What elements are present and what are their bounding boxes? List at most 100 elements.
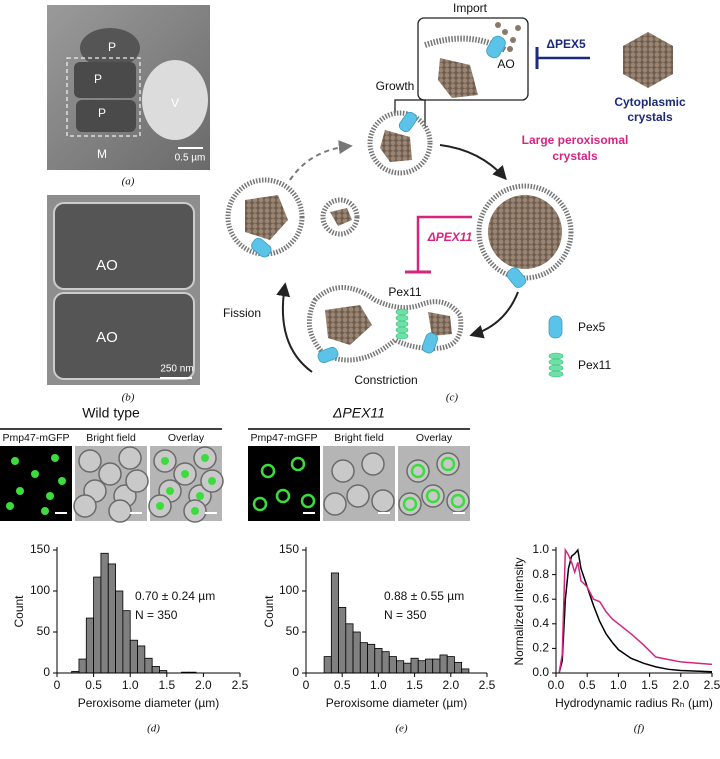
peroxisome (402, 496, 418, 512)
diagram-shapes (398, 111, 418, 133)
cell (371, 489, 395, 513)
peroxisome (450, 493, 466, 509)
diagram-shapes (623, 32, 673, 88)
diagram-label: crystals (627, 110, 673, 124)
legend-label: Pex11 (578, 358, 611, 372)
bar (454, 661, 463, 674)
chart: 0.0 0.2 0.4 0.6 0.8 1.0 0.0 0.5 1.0 1.5 2.0 2.5 Hydr… (512, 542, 720, 734)
peroxisome (196, 492, 204, 500)
bar (410, 657, 419, 674)
bar (338, 607, 347, 674)
bar (323, 656, 332, 674)
panel-caption: (f) (634, 723, 645, 735)
diagram-shapes (421, 332, 439, 354)
line-series (558, 548, 713, 674)
diagram-shapes (438, 58, 478, 98)
bar (461, 668, 470, 674)
bar (388, 656, 397, 674)
diagram-shapes (380, 130, 412, 162)
x-tick-label: 2.5 (704, 678, 720, 692)
diagram-shapes (289, 140, 353, 181)
peroxisome (161, 457, 169, 465)
diagram-shapes (548, 358, 564, 366)
diagram-shapes (395, 308, 409, 340)
peroxisome (410, 463, 426, 479)
scale-bar-label: 0.5 µm (175, 153, 206, 164)
micrograph-label: P (94, 72, 102, 86)
panel-caption: (d) (147, 723, 160, 735)
x-tick-label: 2.5 (479, 678, 496, 692)
column-title: Pmp47-mGFP (2, 432, 69, 444)
peroxisome (300, 493, 316, 509)
peroxisome (201, 454, 209, 462)
diagram-shapes (395, 326, 409, 334)
micrograph-b (53, 202, 195, 290)
diagram-shapes (469, 291, 519, 339)
y-tick-label: 0.4 (532, 616, 549, 630)
micrograph-a (142, 60, 208, 140)
cell (346, 484, 370, 508)
x-tick-label: 1.0 (370, 678, 387, 692)
diagram-shapes (502, 29, 508, 35)
diagram-shapes (548, 315, 563, 339)
micrograph-label: AO (96, 329, 118, 346)
peroxisome (46, 492, 54, 500)
diagram-shapes (548, 352, 564, 378)
scale-bar-label: 250 nm (160, 364, 193, 375)
peroxisome (16, 487, 24, 495)
x-tick-label: 1.5 (158, 678, 175, 692)
bar (417, 660, 426, 674)
bar (345, 623, 354, 674)
x-tick-label: 2.0 (442, 678, 459, 692)
bar (144, 657, 153, 674)
diagram-shapes (488, 195, 562, 269)
y-axis-label: Count (262, 595, 276, 628)
diagram-shapes (510, 37, 516, 43)
annotation: N = 350 (384, 608, 427, 622)
peroxisome (58, 477, 66, 485)
x-tick-label: 0.5 (579, 678, 596, 692)
x-tick-label: 2.5 (232, 678, 249, 692)
diagram-shapes (330, 208, 352, 226)
bar (352, 631, 361, 674)
peroxisome (166, 487, 174, 495)
x-tick-label: 0.5 (85, 678, 102, 692)
x-tick-label: 1.5 (641, 678, 658, 692)
diagram-shapes (506, 267, 527, 288)
annotation: 0.70 ± 0.24 µm (135, 589, 215, 603)
bar (107, 563, 116, 674)
micrograph-label: AO (96, 257, 118, 274)
peroxisome (31, 470, 39, 478)
diagram-shapes (395, 332, 409, 340)
diagram-label: Pex11 (388, 285, 421, 299)
y-tick-label: 0 (43, 665, 50, 679)
y-tick-label: 150 (279, 542, 299, 556)
peroxisome (156, 502, 164, 510)
diagram-shapes (251, 237, 272, 258)
x-tick-label: 0.0 (548, 678, 565, 692)
micrograph-label: V (171, 96, 179, 110)
peroxisome (290, 456, 306, 472)
diagram-label: Cytoplasmic (614, 95, 686, 109)
micrograph-a (76, 100, 136, 132)
x-tick-label: 2.0 (672, 678, 689, 692)
diagram-shapes (245, 195, 288, 240)
y-tick-label: 0.8 (532, 567, 549, 581)
peroxisome (275, 488, 291, 504)
cell (73, 494, 97, 518)
x-tick-label: 2.0 (195, 678, 212, 692)
diagram-label: Fission (223, 306, 261, 320)
column-title: Overlay (168, 432, 205, 444)
cell (118, 446, 142, 470)
diagram-shapes (416, 215, 472, 272)
x-tick-label: 0.5 (334, 678, 351, 692)
peroxisome (6, 502, 14, 510)
micrograph-label: M (97, 147, 107, 161)
y-tick-label: 50 (286, 624, 300, 638)
bar (93, 576, 102, 674)
peroxisome (208, 477, 216, 485)
x-tick-label: 0 (303, 678, 310, 692)
column-title: Bright field (334, 432, 384, 444)
y-tick-label: 1.0 (532, 542, 549, 556)
